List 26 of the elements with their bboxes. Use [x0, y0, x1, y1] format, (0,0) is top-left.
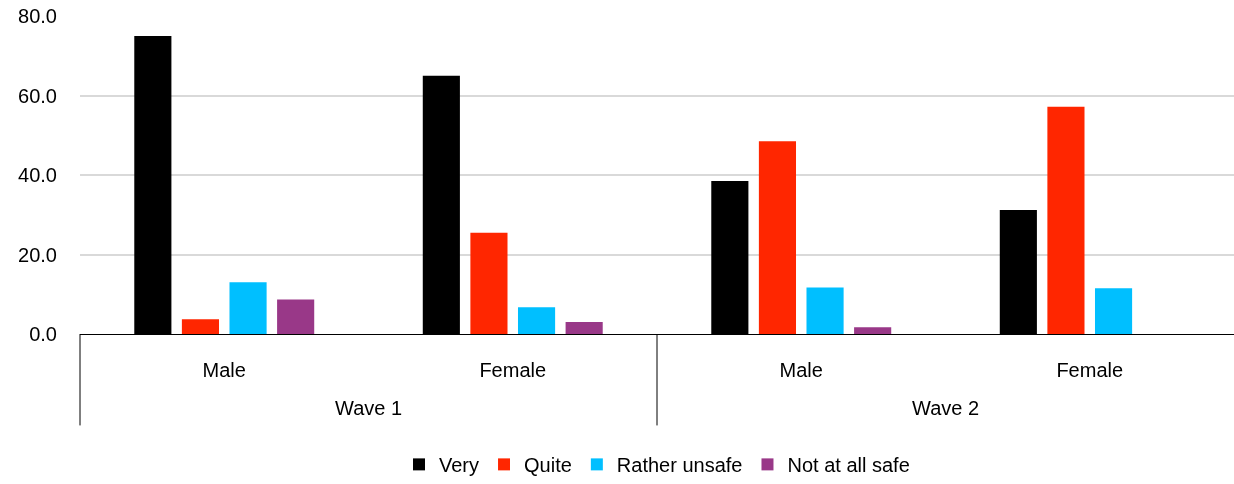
legend-label: Very — [439, 454, 480, 477]
bar — [229, 282, 267, 334]
bar — [758, 141, 797, 334]
y-tick-label: 20.0 — [18, 243, 57, 266]
x-tick-label: Male — [202, 359, 246, 381]
legend-label: Not at all safe — [787, 454, 910, 477]
bar — [277, 299, 315, 334]
bar — [1047, 106, 1085, 334]
bar — [181, 319, 220, 334]
y-tick-label: 40.0 — [18, 164, 57, 186]
legend-label: Rather unsafe — [616, 454, 743, 477]
bar — [806, 287, 844, 334]
x-tick-label: Male — [779, 359, 823, 381]
bar — [565, 322, 603, 334]
y-tick-label: 80.0 — [18, 5, 57, 27]
x-tick-label: Female — [1056, 359, 1124, 381]
bar — [470, 232, 508, 334]
bar — [1094, 288, 1133, 334]
y-tick-label: 60.0 — [18, 84, 57, 107]
text: Wave 2 — [912, 397, 980, 419]
bar — [517, 307, 556, 334]
text: Wave 1 — [335, 397, 403, 419]
bar — [854, 327, 892, 334]
x-tick-label: Female — [479, 359, 547, 381]
y-tick-label: 0.0 — [29, 323, 57, 345]
legend-label: Quite — [524, 454, 572, 477]
